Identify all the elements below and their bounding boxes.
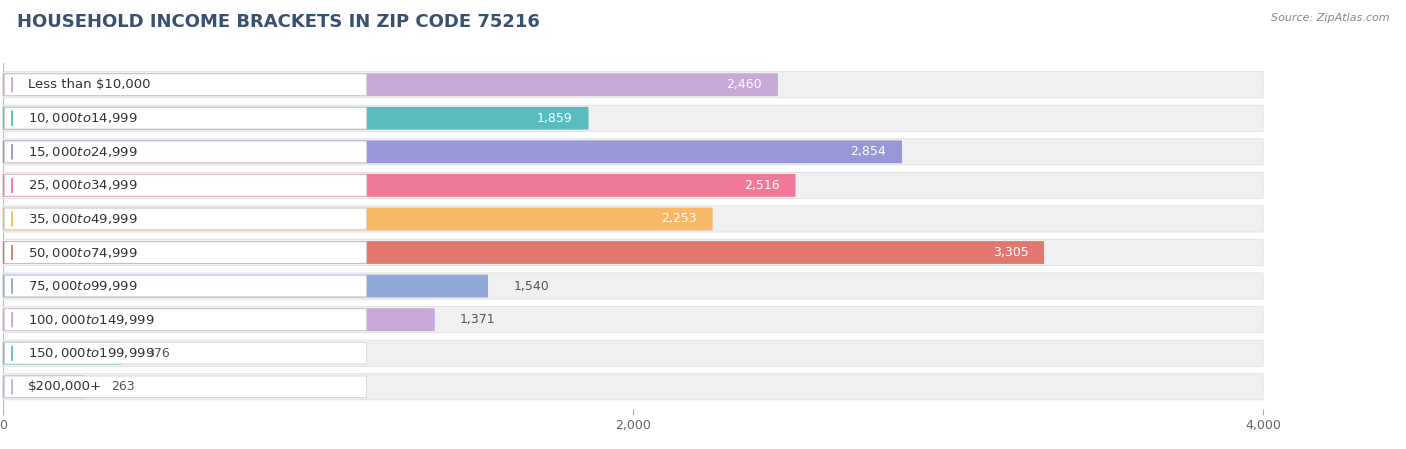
FancyBboxPatch shape (3, 239, 1263, 266)
Text: $25,000 to $34,999: $25,000 to $34,999 (28, 178, 138, 192)
FancyBboxPatch shape (3, 107, 589, 130)
FancyBboxPatch shape (3, 172, 1263, 198)
Text: 1,371: 1,371 (460, 313, 495, 326)
FancyBboxPatch shape (4, 376, 367, 397)
Text: Source: ZipAtlas.com: Source: ZipAtlas.com (1271, 13, 1389, 23)
FancyBboxPatch shape (4, 175, 367, 196)
Text: 1,859: 1,859 (537, 112, 572, 125)
FancyBboxPatch shape (3, 73, 778, 96)
FancyBboxPatch shape (3, 375, 86, 398)
FancyBboxPatch shape (3, 342, 121, 365)
FancyBboxPatch shape (4, 309, 367, 330)
FancyBboxPatch shape (4, 208, 367, 230)
FancyBboxPatch shape (3, 340, 1263, 366)
FancyBboxPatch shape (3, 273, 1263, 299)
Text: 376: 376 (146, 347, 170, 360)
Text: $10,000 to $14,999: $10,000 to $14,999 (28, 111, 138, 125)
FancyBboxPatch shape (4, 74, 367, 96)
FancyBboxPatch shape (3, 308, 434, 331)
Text: $35,000 to $49,999: $35,000 to $49,999 (28, 212, 138, 226)
FancyBboxPatch shape (4, 242, 367, 263)
FancyBboxPatch shape (4, 107, 367, 129)
FancyBboxPatch shape (3, 71, 1263, 98)
FancyBboxPatch shape (3, 206, 1263, 232)
Text: 263: 263 (111, 380, 135, 393)
FancyBboxPatch shape (3, 241, 1045, 264)
FancyBboxPatch shape (4, 141, 367, 163)
Text: 2,460: 2,460 (727, 78, 762, 91)
Text: $200,000+: $200,000+ (28, 380, 103, 393)
FancyBboxPatch shape (4, 275, 367, 297)
FancyBboxPatch shape (3, 139, 1263, 165)
Text: $100,000 to $149,999: $100,000 to $149,999 (28, 313, 155, 326)
FancyBboxPatch shape (3, 207, 713, 230)
Text: $150,000 to $199,999: $150,000 to $199,999 (28, 346, 155, 360)
FancyBboxPatch shape (3, 374, 1263, 400)
FancyBboxPatch shape (3, 307, 1263, 333)
Text: Less than $10,000: Less than $10,000 (28, 78, 150, 91)
Text: $15,000 to $24,999: $15,000 to $24,999 (28, 145, 138, 159)
FancyBboxPatch shape (3, 105, 1263, 132)
Text: 2,516: 2,516 (744, 179, 780, 192)
Text: 1,540: 1,540 (513, 280, 548, 293)
FancyBboxPatch shape (3, 174, 796, 197)
Text: HOUSEHOLD INCOME BRACKETS IN ZIP CODE 75216: HOUSEHOLD INCOME BRACKETS IN ZIP CODE 75… (17, 13, 540, 31)
Text: 2,253: 2,253 (661, 212, 697, 225)
Text: $50,000 to $74,999: $50,000 to $74,999 (28, 246, 138, 260)
Text: 2,854: 2,854 (851, 145, 886, 158)
FancyBboxPatch shape (3, 141, 903, 163)
FancyBboxPatch shape (4, 343, 367, 364)
FancyBboxPatch shape (3, 275, 488, 298)
Text: 3,305: 3,305 (993, 246, 1028, 259)
Text: $75,000 to $99,999: $75,000 to $99,999 (28, 279, 138, 293)
